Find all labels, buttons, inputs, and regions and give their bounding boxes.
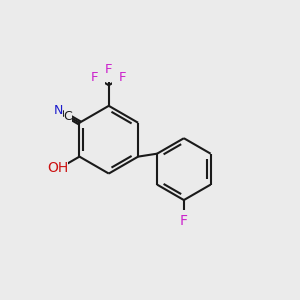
Text: F: F — [119, 70, 127, 84]
Text: C: C — [64, 110, 72, 123]
Text: F: F — [105, 62, 112, 76]
Text: N: N — [53, 104, 63, 117]
Text: F: F — [180, 214, 188, 228]
Text: OH: OH — [47, 161, 68, 175]
Text: F: F — [91, 70, 98, 84]
